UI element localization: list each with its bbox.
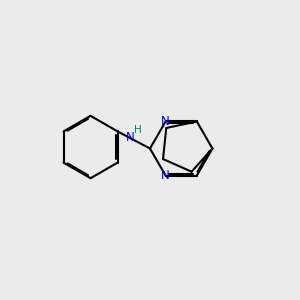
Text: N: N	[126, 131, 135, 144]
Text: N: N	[161, 169, 170, 182]
Text: N: N	[161, 115, 170, 128]
Text: H: H	[134, 125, 142, 135]
